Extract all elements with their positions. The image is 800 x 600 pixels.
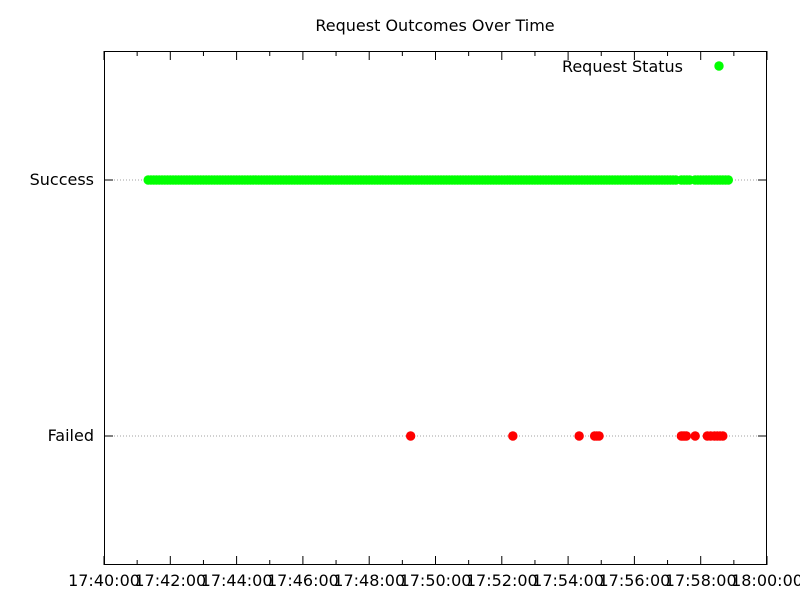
data-point-failed xyxy=(574,431,584,441)
data-point-failed xyxy=(508,431,518,441)
y-tick-label-failed: Failed xyxy=(48,426,94,445)
chart-title: Request Outcomes Over Time xyxy=(315,16,554,35)
data-point-failed xyxy=(690,431,700,441)
x-tick-label: 17:58:00 xyxy=(665,571,737,590)
tick-layer xyxy=(103,51,768,565)
x-tick-label: 17:48:00 xyxy=(333,571,405,590)
x-tick-label: 17:40:00 xyxy=(68,571,140,590)
data-point-failed xyxy=(681,431,692,441)
x-tick-label: 17:46:00 xyxy=(267,571,339,590)
legend: Request Status xyxy=(562,57,724,76)
x-tick-label: 17:52:00 xyxy=(466,571,538,590)
x-tick-label: 18:00:00 xyxy=(731,571,800,590)
x-tick-label: 17:56:00 xyxy=(598,571,670,590)
x-tick-label: 17:50:00 xyxy=(400,571,472,590)
legend-label: Request Status xyxy=(562,57,683,76)
data-point-failed xyxy=(405,431,416,441)
x-tick-label: 17:54:00 xyxy=(532,571,604,590)
data-point-success xyxy=(723,175,734,185)
plot-area xyxy=(104,51,767,565)
label-layer: FailedSuccess17:40:0017:42:0017:44:0017:… xyxy=(30,170,800,590)
data-point-failed xyxy=(718,431,728,441)
data-point-failed xyxy=(594,431,604,441)
legend-marker xyxy=(714,61,724,71)
x-tick-label: 17:44:00 xyxy=(201,571,273,590)
y-tick-label-success: Success xyxy=(30,170,94,189)
x-tick-label: 17:42:00 xyxy=(134,571,206,590)
points-layer xyxy=(143,175,734,441)
